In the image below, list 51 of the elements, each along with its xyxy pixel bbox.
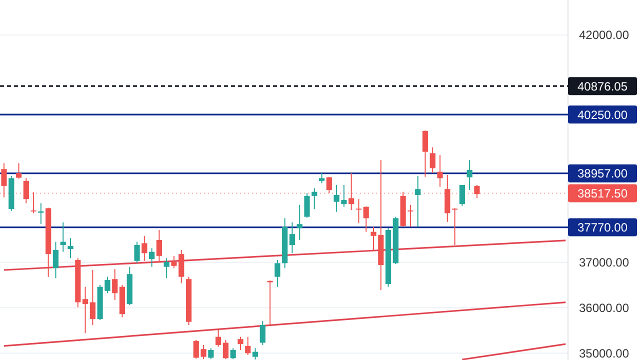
candlestick — [348, 172, 354, 210]
candlestick — [296, 204, 302, 240]
candlestick — [156, 230, 162, 262]
candlestick — [164, 258, 170, 279]
candlestick — [318, 172, 325, 184]
candlestick — [430, 146, 436, 174]
candlestick — [68, 238, 74, 259]
candlestick — [459, 184, 465, 206]
candlestick — [208, 348, 214, 360]
candlestick — [82, 286, 88, 334]
candlestick — [149, 248, 155, 268]
y-tick-label: 37000.00 — [578, 255, 630, 270]
candlestick — [437, 154, 443, 188]
candlestick — [1, 162, 7, 198]
candlestick — [304, 192, 310, 218]
candlestick — [274, 260, 280, 288]
candlestick — [245, 336, 251, 356]
ref-line-label: 40250.00 — [577, 108, 628, 122]
candlestick — [474, 184, 480, 199]
candlestick — [142, 235, 148, 262]
candlestick — [134, 241, 140, 264]
ref-line-label: 38957.00 — [577, 166, 628, 181]
candlestick — [60, 222, 66, 252]
candlestick — [289, 222, 296, 254]
y-tick-label: 42000.00 — [578, 28, 630, 42]
candlestick — [230, 348, 236, 360]
candlestick — [222, 340, 228, 360]
candlestick — [52, 241, 59, 279]
candlestick — [216, 330, 222, 348]
candlestick — [422, 130, 428, 178]
y-tick-label: 36000.00 — [578, 300, 630, 315]
candlestick — [23, 178, 29, 204]
candlestick — [452, 208, 458, 246]
ref-line-label: 40876.05 — [577, 79, 628, 94]
candlestick — [260, 320, 266, 346]
candlestick — [363, 206, 369, 232]
candlestick — [252, 348, 258, 360]
candlestick — [90, 270, 96, 326]
y-tick-label: 35000.00 — [578, 346, 630, 360]
candlestick — [326, 176, 332, 194]
candlestick — [112, 268, 118, 300]
candlestick — [312, 188, 318, 210]
candlestick — [30, 192, 36, 214]
candlestick — [267, 280, 273, 326]
candlestick — [466, 160, 472, 190]
ref-line-label: 38517.50 — [577, 186, 628, 201]
candlestick — [356, 198, 362, 224]
candlestick — [415, 175, 421, 228]
candlestick — [238, 336, 244, 350]
ref-line-label: 37770.00 — [577, 220, 628, 235]
candlestick — [16, 162, 22, 180]
